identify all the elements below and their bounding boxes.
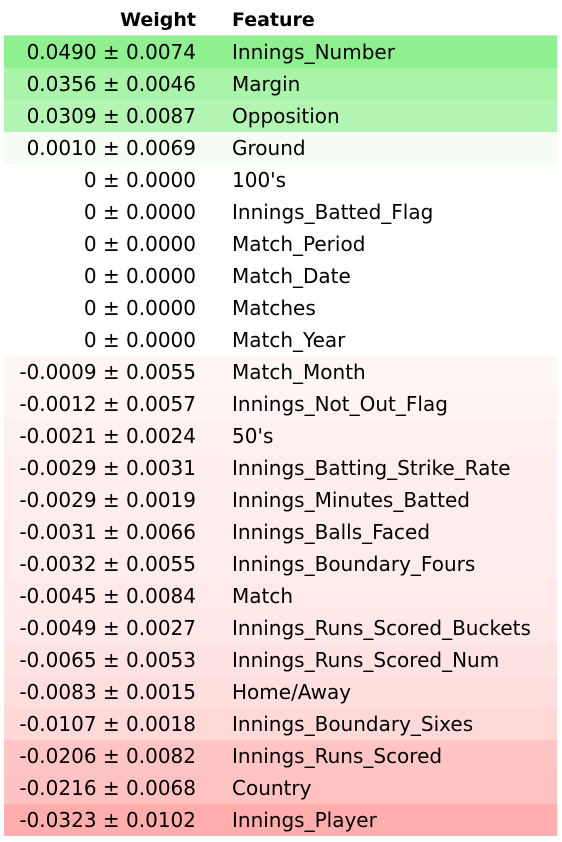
weight-cell: 0 ± 0.0000: [83, 264, 196, 288]
feature-cell: Innings_Player: [232, 808, 377, 832]
feature-cell: Innings_Number: [232, 40, 395, 64]
feature-column-header: Feature: [232, 8, 315, 31]
feature-cell: Innings_Balls_Faced: [232, 520, 431, 544]
weight-cell: 0.0309 ± 0.0087: [26, 104, 196, 128]
table-row: -0.0012 ± 0.0057 Innings_Not_Out_Flag: [4, 388, 557, 420]
feature-cell: Innings_Not_Out_Flag: [232, 392, 448, 416]
table-row: 0.0356 ± 0.0046 Margin: [4, 68, 557, 100]
weight-cell: -0.0065 ± 0.0053: [19, 648, 196, 672]
table-row: -0.0021 ± 0.0024 50's: [4, 420, 557, 452]
feature-cell: Innings_Boundary_Sixes: [232, 712, 474, 736]
table-row: -0.0065 ± 0.0053 Innings_Runs_Scored_Num: [4, 644, 557, 676]
feature-cell: Innings_Batted_Flag: [232, 200, 434, 224]
table-row: -0.0216 ± 0.0068 Country: [4, 772, 557, 804]
feature-cell: Innings_Batting_Strike_Rate: [232, 456, 511, 480]
weight-cell: -0.0029 ± 0.0019: [19, 488, 196, 512]
weight-cell: 0.0010 ± 0.0069: [26, 136, 196, 160]
table-row: -0.0029 ± 0.0031 Innings_Batting_Strike_R…: [4, 452, 557, 484]
weight-cell: -0.0045 ± 0.0084: [19, 584, 196, 608]
feature-cell: Matches: [232, 296, 316, 320]
table-row: 0 ± 0.0000 Matches: [4, 292, 557, 324]
feature-cell: Match: [232, 584, 294, 608]
table-row: 0 ± 0.0000 Match_Year: [4, 324, 557, 356]
feature-cell: Innings_Boundary_Fours: [232, 552, 476, 576]
feature-cell: Margin: [232, 72, 301, 96]
table-row: -0.0009 ± 0.0055 Match_Month: [4, 356, 557, 388]
weight-cell: 0.0356 ± 0.0046: [26, 72, 196, 96]
feature-cell: Ground: [232, 136, 306, 160]
table-body: 0.0490 ± 0.0074 Innings_Number 0.0356 ± 0.…: [4, 36, 557, 836]
feature-cell: Home/Away: [232, 680, 352, 704]
table-row: -0.0049 ± 0.0027 Innings_Runs_Scored_Buck…: [4, 612, 557, 644]
weight-cell: 0 ± 0.0000: [83, 232, 196, 256]
table-row: 0 ± 0.0000 Match_Period: [4, 228, 557, 260]
feature-cell: Match_Date: [232, 264, 351, 288]
weight-cell: -0.0031 ± 0.0066: [19, 520, 196, 544]
weight-cell: -0.0032 ± 0.0055: [19, 552, 196, 576]
weight-cell: -0.0009 ± 0.0055: [19, 360, 196, 384]
weight-cell: -0.0323 ± 0.0102: [19, 808, 196, 832]
weight-cell: -0.0206 ± 0.0082: [19, 744, 196, 768]
weight-column-header: Weight: [120, 8, 196, 31]
table-row: 0 ± 0.0000 Innings_Batted_Flag: [4, 196, 557, 228]
feature-cell: Innings_Runs_Scored_Buckets: [232, 616, 531, 640]
feature-cell: Innings_Runs_Scored: [232, 744, 443, 768]
table-row: -0.0032 ± 0.0055 Innings_Boundary_Fours: [4, 548, 557, 580]
table-row: -0.0031 ± 0.0066 Innings_Balls_Faced: [4, 516, 557, 548]
table-row: -0.0107 ± 0.0018 Innings_Boundary_Sixes: [4, 708, 557, 740]
feature-cell: 50's: [232, 424, 274, 448]
weight-cell: -0.0021 ± 0.0024: [19, 424, 196, 448]
table-row: -0.0206 ± 0.0082 Innings_Runs_Scored: [4, 740, 557, 772]
table-row: -0.0045 ± 0.0084 Match: [4, 580, 557, 612]
feature-cell: Country: [232, 776, 312, 800]
table-header: Weight Feature: [4, 4, 557, 36]
feature-cell: Match_Year: [232, 328, 346, 352]
table-row: 0.0010 ± 0.0069 Ground: [4, 132, 557, 164]
weight-cell: 0.0490 ± 0.0074: [26, 40, 196, 64]
feature-cell: Match_Period: [232, 232, 366, 256]
table-row: -0.0029 ± 0.0019 Innings_Minutes_Batted: [4, 484, 557, 516]
table-row: -0.0083 ± 0.0015 Home/Away: [4, 676, 557, 708]
feature-cell: Innings_Runs_Scored_Num: [232, 648, 500, 672]
weight-cell: 0 ± 0.0000: [83, 328, 196, 352]
weight-cell: 0 ± 0.0000: [83, 168, 196, 192]
feature-cell: Match_Month: [232, 360, 366, 384]
feature-weights-table: Weight Feature 0.0490 ± 0.0074 Innings_Nu…: [4, 4, 557, 836]
table-row: -0.0323 ± 0.0102 Innings_Player: [4, 804, 557, 836]
weight-cell: -0.0012 ± 0.0057: [19, 392, 196, 416]
weight-cell: 0 ± 0.0000: [83, 296, 196, 320]
feature-cell: Opposition: [232, 104, 340, 128]
weight-cell: -0.0107 ± 0.0018: [19, 712, 196, 736]
table-row: 0 ± 0.0000 Match_Date: [4, 260, 557, 292]
table-row: 0.0490 ± 0.0074 Innings_Number: [4, 36, 557, 68]
weight-cell: -0.0083 ± 0.0015: [19, 680, 196, 704]
weight-cell: -0.0029 ± 0.0031: [19, 456, 196, 480]
feature-cell: Innings_Minutes_Batted: [232, 488, 470, 512]
feature-cell: 100's: [232, 168, 287, 192]
weight-cell: 0 ± 0.0000: [83, 200, 196, 224]
weight-cell: -0.0049 ± 0.0027: [19, 616, 196, 640]
table-row: 0 ± 0.0000 100's: [4, 164, 557, 196]
weight-cell: -0.0216 ± 0.0068: [19, 776, 196, 800]
table-row: 0.0309 ± 0.0087 Opposition: [4, 100, 557, 132]
